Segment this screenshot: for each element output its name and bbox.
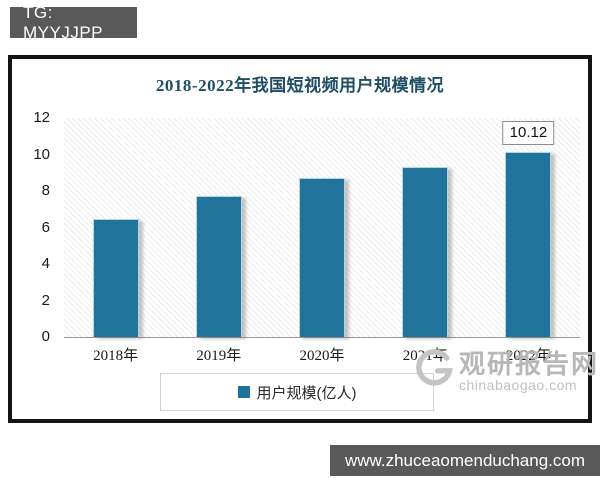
plot-area: 10.12 — [64, 118, 580, 338]
bar-slot — [270, 118, 373, 337]
x-tick-label: 2020年 — [299, 348, 345, 364]
bar-slot — [374, 118, 477, 337]
bar-slot — [167, 118, 270, 337]
y-tick-label: 6 — [41, 218, 50, 236]
chart-title: 2018-2022年我国短视频用户规模情况 — [155, 76, 445, 95]
bar-2022年 — [505, 152, 552, 337]
x-tick-label: 2019年 — [196, 348, 242, 364]
bar-slot: 10.12 — [477, 118, 580, 337]
y-tick-label: 2 — [41, 291, 50, 309]
footer-url-bar: www.zhuceaomenduchang.com — [330, 445, 600, 476]
legend: 用户规模(亿人) — [160, 373, 434, 411]
y-tick-label: 8 — [41, 182, 50, 199]
bar-slot — [64, 118, 167, 337]
bar-value-label: 10.12 — [502, 121, 555, 146]
x-axis: 2018年 2019年 2020年 2021年 2022年 — [64, 344, 580, 365]
bars-row: 10.12 — [64, 118, 580, 337]
y-tick-label: 12 — [33, 109, 50, 126]
y-tick-label: 0 — [41, 328, 50, 345]
y-tick-label: 10 — [33, 145, 50, 163]
x-tick-label: 2022年 — [505, 348, 551, 364]
footer-url-text: www.zhuceaomenduchang.com — [344, 450, 586, 470]
chart-frame: 2018-2022年我国短视频用户规模情况 12 10 8 6 4 2 0 10.12 20… — [8, 55, 597, 423]
y-tick-label: 4 — [41, 255, 50, 272]
y-axis: 12 10 8 6 4 2 0 — [12, 109, 58, 345]
legend-swatch-icon — [237, 386, 250, 398]
x-tick-label: 2021年 — [402, 348, 448, 364]
telegram-badge-text: TG: MYYJJPP — [23, 2, 104, 42]
bar-2021年 — [402, 166, 449, 337]
telegram-badge: TG: MYYJJPP — [10, 3, 137, 42]
bar-2019年 — [195, 195, 242, 337]
watermark-domain: chinabaogao.com — [459, 376, 578, 393]
x-tick-label: 2018年 — [93, 348, 139, 364]
legend-label: 用户规模(亿人) — [256, 384, 357, 402]
bar-2018年 — [92, 218, 139, 337]
bar-2020年 — [299, 177, 345, 337]
